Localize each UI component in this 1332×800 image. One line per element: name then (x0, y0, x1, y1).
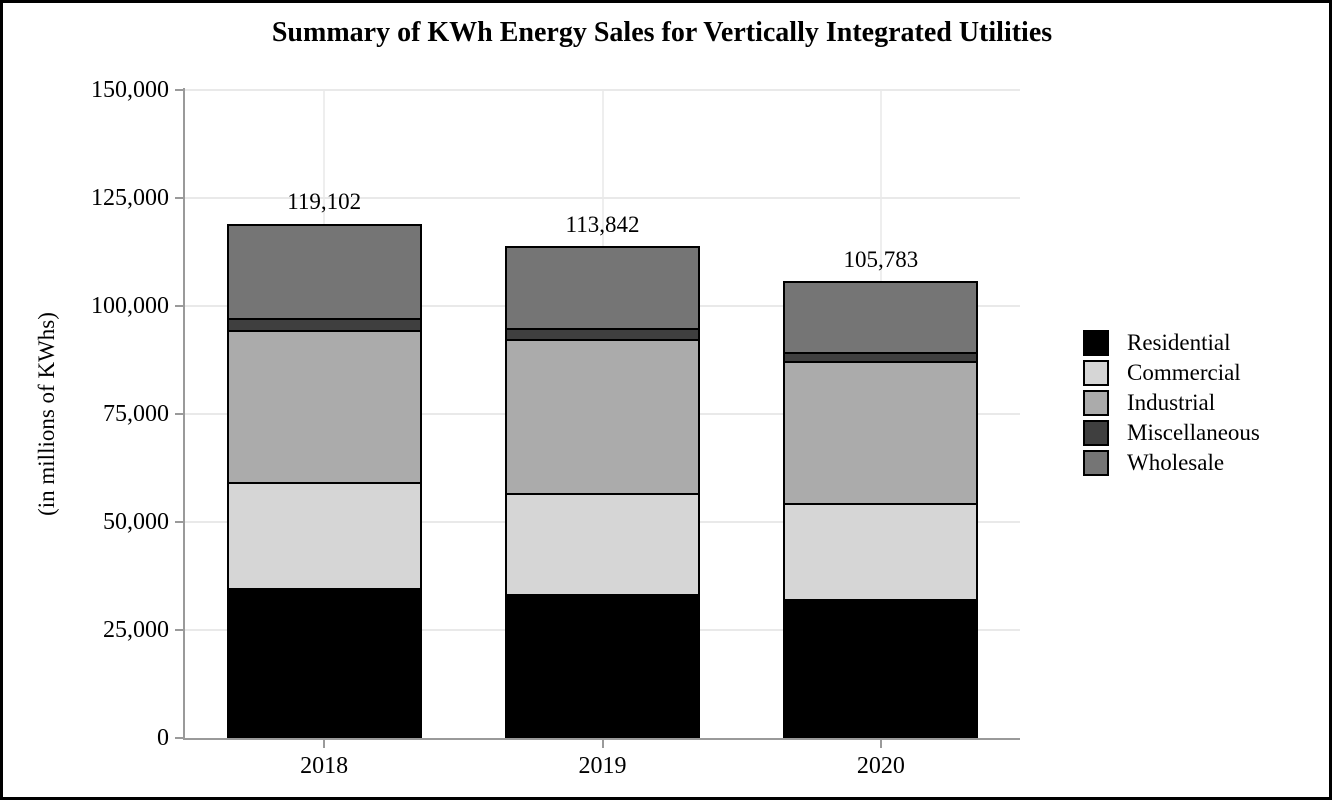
bar-total-label-2020: 105,783 (843, 247, 919, 273)
bar-segment-residential-2018 (226, 588, 422, 738)
y-tick-label: 125,000 (91, 185, 169, 211)
legend-item-miscellaneous: Miscellaneous (1083, 420, 1260, 446)
legend-swatch-wholesale-icon (1083, 450, 1109, 476)
bar-total-label-2019: 113,842 (565, 212, 640, 238)
legend-item-wholesale: Wholesale (1083, 450, 1260, 476)
plot-area: 119,102 113,842 105,783 (175, 88, 1020, 748)
x-tick-label-2019: 2019 (578, 753, 627, 779)
bar-segment-industrial-2019 (505, 339, 700, 496)
x-axis-line (183, 738, 1020, 740)
y-tick-label: 50,000 (103, 509, 169, 535)
legend-swatch-residential-icon (1083, 330, 1109, 356)
x-tick-label-2018: 2018 (300, 753, 349, 779)
bar-total-label-2018: 119,102 (287, 189, 362, 215)
y-axis-tick (175, 197, 183, 199)
legend-swatch-industrial-icon (1083, 390, 1109, 416)
legend-item-industrial: Industrial (1083, 390, 1260, 416)
x-tick-label-2020: 2020 (856, 753, 905, 779)
bar-segment-commercial-2019 (505, 493, 700, 597)
legend-swatch-commercial-icon (1083, 360, 1109, 386)
y-axis-tick (175, 305, 183, 307)
y-tick-label: 0 (157, 725, 169, 751)
legend: Residential Commercial Industrial Miscellan… (1083, 330, 1260, 480)
legend-item-commercial: Commercial (1083, 360, 1260, 386)
y-tick-label: 25,000 (103, 617, 169, 643)
legend-item-residential: Residential (1083, 330, 1260, 356)
legend-swatch-miscellaneous-icon (1083, 420, 1109, 446)
legend-label: Residential (1127, 330, 1231, 355)
bar-segment-industrial-2018 (226, 329, 422, 484)
y-axis-tick (175, 521, 183, 523)
y-axis-tick (175, 89, 183, 91)
x-axis-tick (323, 740, 326, 748)
bar-segment-industrial-2020 (783, 360, 979, 506)
legend-label: Miscellaneous (1127, 420, 1260, 445)
chart-title: Summary of KWh Energy Sales for Vertical… (271, 17, 1053, 48)
bar-segment-residential-2020 (783, 599, 979, 738)
legend-label: Commercial (1127, 360, 1241, 385)
legend-label: Wholesale (1127, 450, 1225, 475)
legend-label: Industrial (1127, 390, 1216, 415)
bar-segment-wholesale-2018 (226, 223, 422, 321)
y-tick-label: 75,000 (103, 401, 169, 427)
x-axis-tick (879, 740, 882, 748)
y-axis-tick-labels: 0 25,000 50,000 75,000 100,000 125,000 150,000 (3, 77, 173, 751)
y-axis-line (183, 88, 185, 740)
y-gridline (185, 89, 1020, 91)
bar-segment-wholesale-2019 (505, 246, 700, 331)
x-axis-tick (601, 740, 604, 748)
bar-segment-wholesale-2020 (783, 281, 979, 354)
bar-segment-commercial-2020 (783, 503, 979, 602)
bar-segment-commercial-2018 (226, 482, 422, 591)
y-axis-tick (175, 413, 183, 415)
y-gridline (185, 197, 1020, 199)
bar-segment-residential-2019 (505, 594, 700, 738)
y-tick-label: 100,000 (91, 293, 169, 319)
y-axis-tick (175, 629, 183, 631)
y-axis-tick (175, 737, 183, 739)
y-tick-label: 150,000 (91, 77, 169, 103)
